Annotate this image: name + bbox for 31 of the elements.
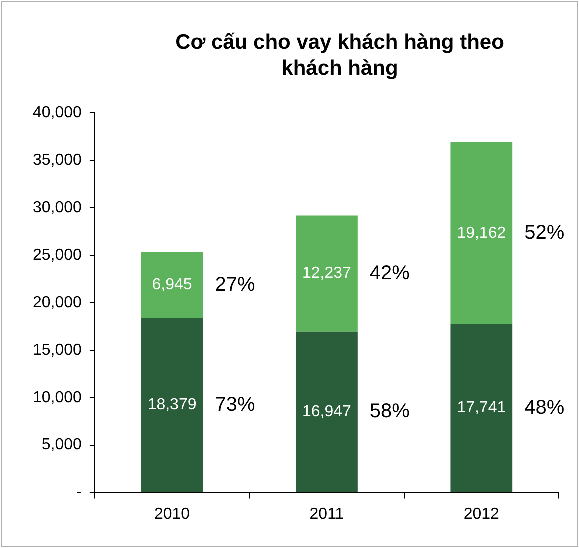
annotation: 27% [215,274,256,296]
chart-title: Cơ cấu cho vay khách hàng theo khách hàng [174,30,506,82]
y-tick-label: 25,000 [33,246,82,264]
data-label: 16,947 [302,404,352,420]
annotation: 48% [524,396,565,419]
bar [141,252,204,318]
y-tick-label: 15,000 [33,342,82,359]
y-tick-label: 35,000 [33,152,82,169]
annotation: 73% [215,394,256,416]
bar [296,332,358,492]
data-label: 19,162 [457,224,506,242]
x-tick-label: 2010 [154,506,190,523]
bar [450,142,513,324]
y-tick-label: - [76,484,82,502]
x-tick-label: 2012 [464,506,500,523]
data-label: 18,379 [148,396,197,414]
y-tick-label: 10,000 [33,389,82,406]
bar [141,318,204,492]
data-label: 6,945 [152,276,192,294]
bar [450,324,513,492]
data-label: 12,237 [302,265,352,282]
annotation: 42% [370,262,410,284]
y-tick-label: 40,000 [33,104,82,122]
x-tick-label: 2011 [310,506,344,523]
y-tick-label: 30,000 [33,199,82,216]
annotation: 52% [524,222,565,244]
annotation: 58% [370,400,410,423]
bar [296,216,358,332]
data-label: 17,741 [457,400,506,417]
y-tick-label: 20,000 [33,294,82,312]
y-tick-label: 5,000 [42,436,82,454]
